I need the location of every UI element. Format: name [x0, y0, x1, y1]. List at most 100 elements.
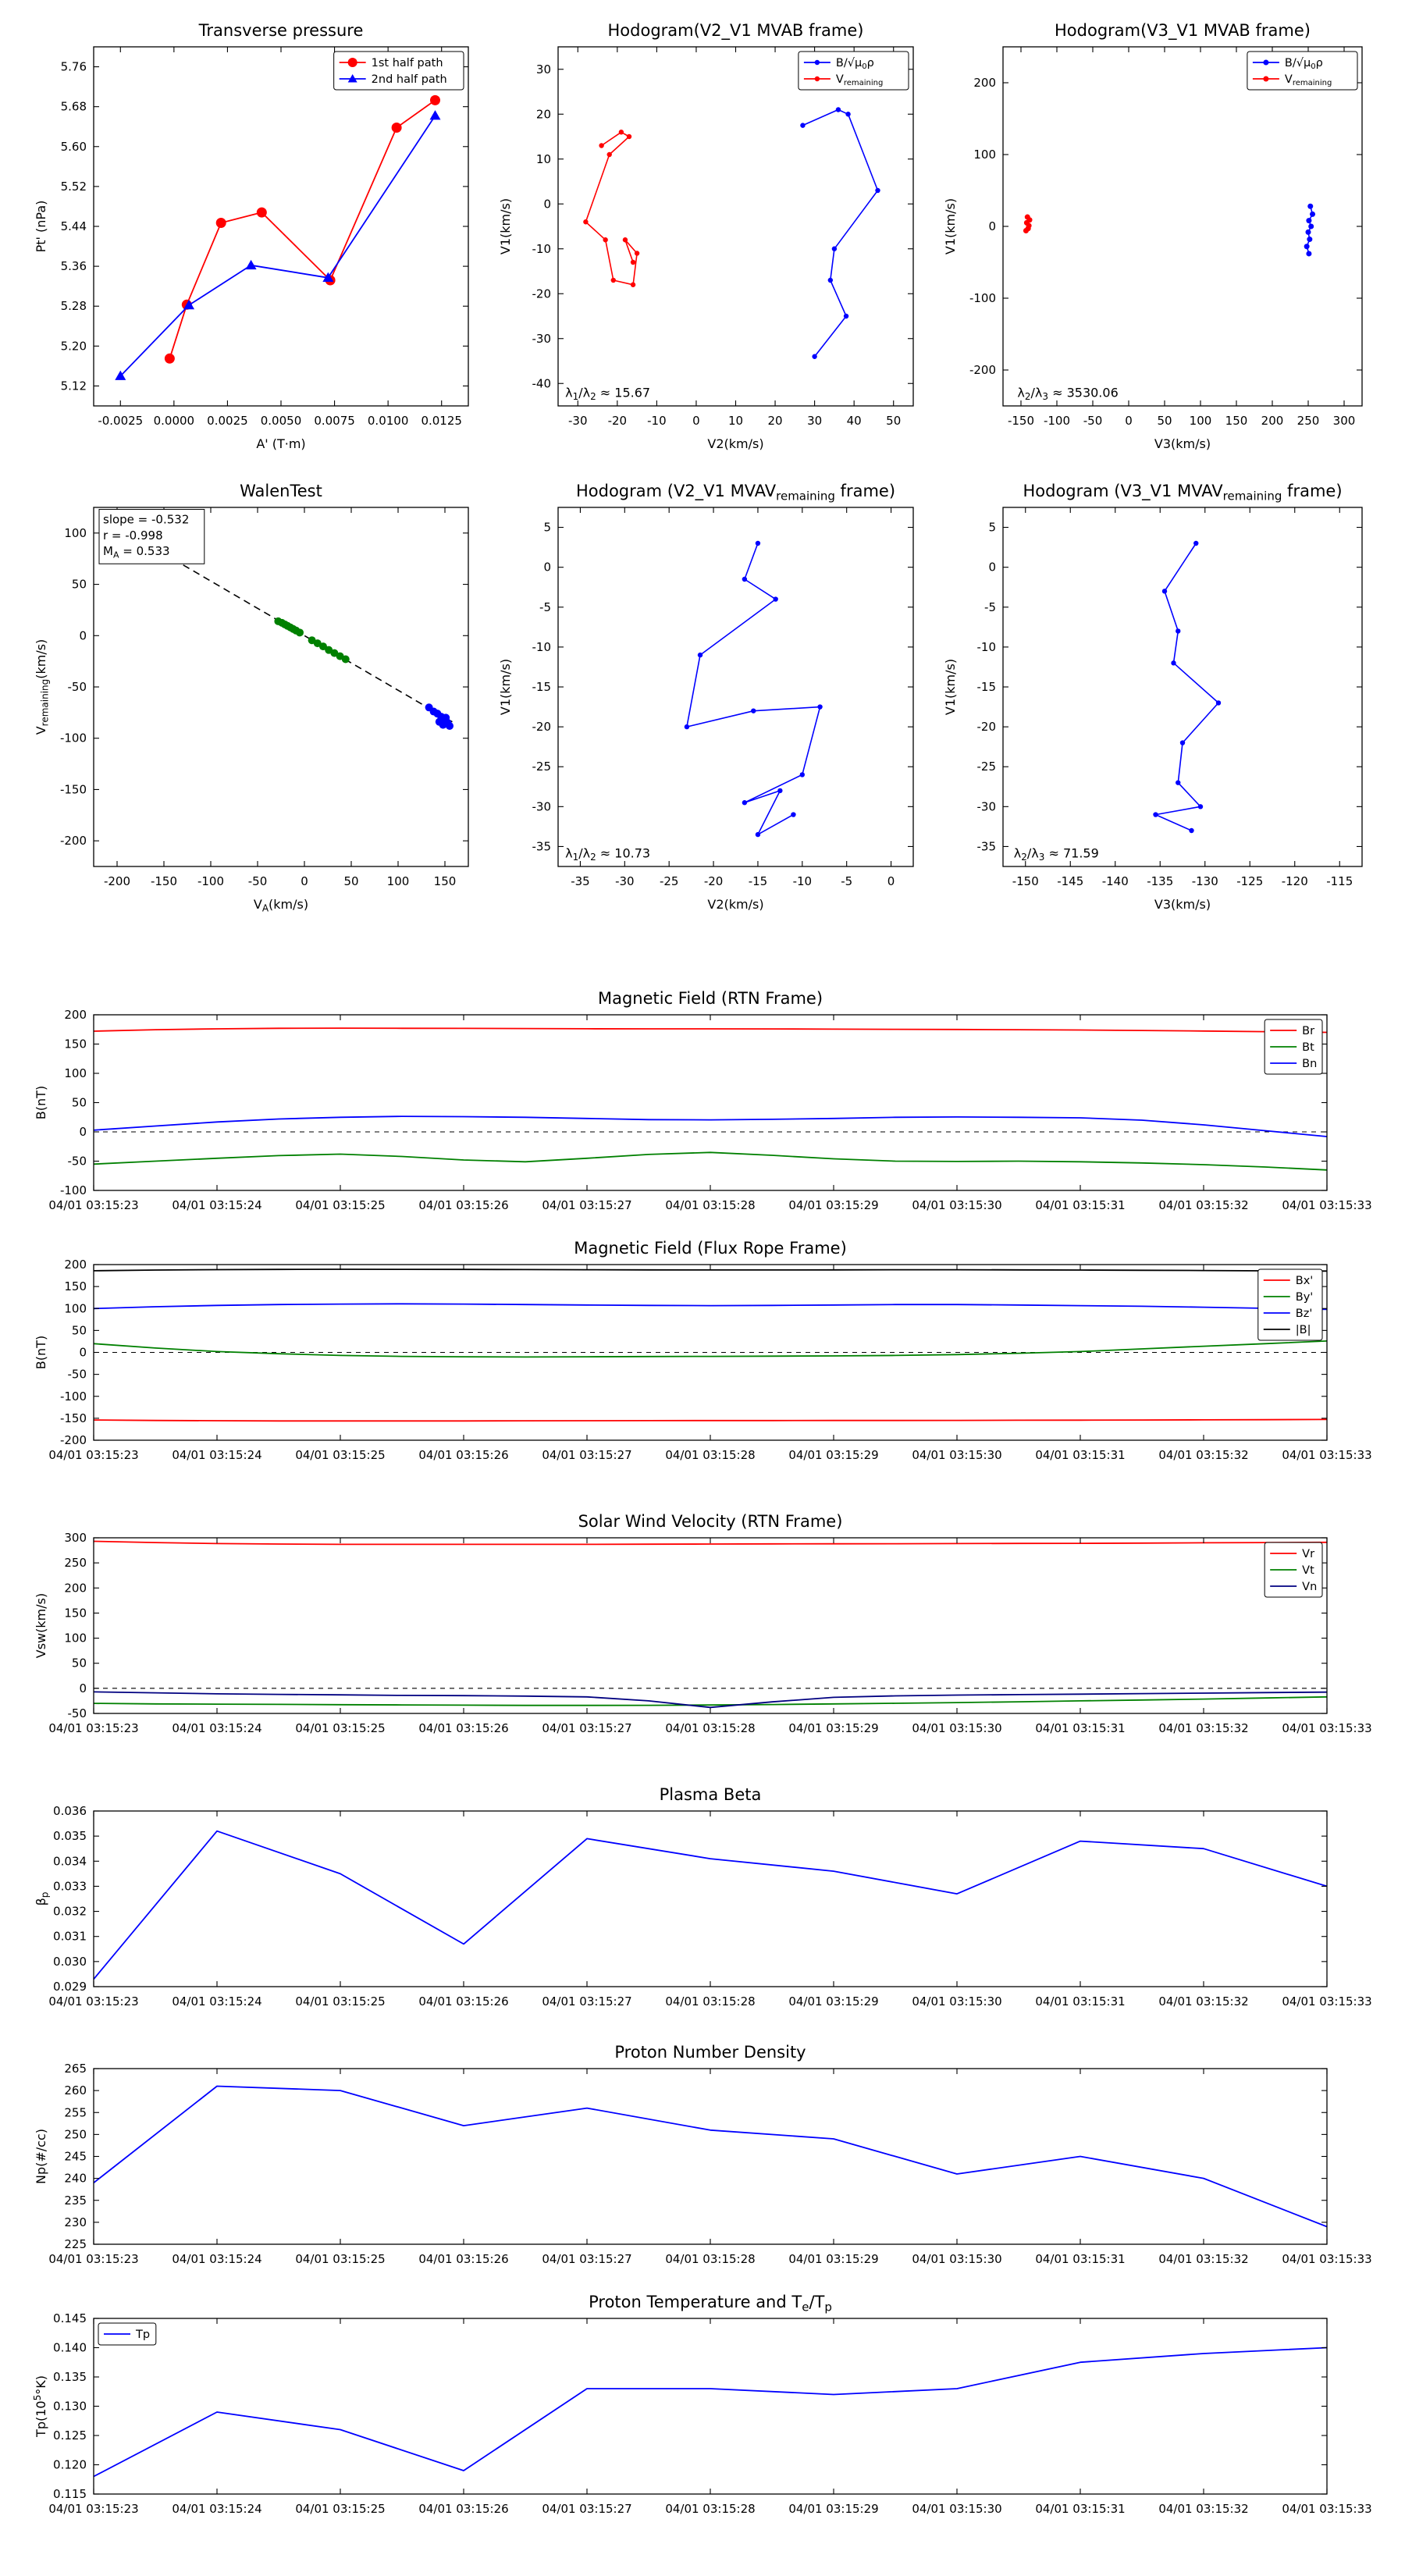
- svg-text:V1(km/s): V1(km/s): [500, 659, 513, 715]
- svg-text:04/01 03:15:30: 04/01 03:15:30: [912, 2502, 1001, 2516]
- svg-text:Tp: Tp: [135, 2329, 150, 2341]
- svg-text:-100: -100: [60, 1183, 87, 1197]
- svg-text:0.0075: 0.0075: [314, 414, 355, 428]
- svg-text:V2(km/s): V2(km/s): [707, 436, 763, 451]
- svg-text:04/01 03:15:27: 04/01 03:15:27: [542, 2252, 631, 2266]
- svg-text:04/01 03:15:23: 04/01 03:15:23: [48, 1198, 138, 1212]
- svg-text:0.031: 0.031: [53, 1930, 87, 1944]
- svg-text:04/01 03:15:31: 04/01 03:15:31: [1035, 1721, 1125, 1735]
- svg-text:-15: -15: [532, 680, 552, 694]
- svg-text:Magnetic Field (Flux Rope Fram: Magnetic Field (Flux Rope Frame): [574, 1239, 847, 1258]
- svg-text:-125: -125: [1236, 874, 1263, 888]
- svg-text:04/01 03:15:30: 04/01 03:15:30: [912, 1448, 1001, 1462]
- svg-text:04/01 03:15:23: 04/01 03:15:23: [48, 2252, 138, 2266]
- svg-text:Hodogram(V3_V1 MVAB frame): Hodogram(V3_V1 MVAB frame): [1055, 21, 1311, 41]
- svg-text:Plasma Beta: Plasma Beta: [660, 1785, 762, 1804]
- svg-text:Vremaining​: Vremaining​: [1285, 73, 1332, 87]
- chart-magnetic-field-rtn: 04/01 03:15:23 04/01 03:15:24 04/01 03:15:…: [20, 980, 1389, 1214]
- svg-text:04/01 03:15:24: 04/01 03:15:24: [172, 1198, 261, 1212]
- svg-text:04/01 03:15:24: 04/01 03:15:24: [172, 1448, 261, 1462]
- svg-text:0: 0: [887, 874, 895, 888]
- svg-text:04/01 03:15:31: 04/01 03:15:31: [1035, 1994, 1125, 2008]
- svg-text:0.0025: 0.0025: [207, 414, 248, 428]
- svg-text:Vremaining​: Vremaining​: [836, 73, 883, 87]
- svg-text:-20: -20: [532, 720, 552, 734]
- svg-text:-5: -5: [984, 600, 996, 614]
- svg-text:200: 200: [64, 1581, 87, 1595]
- svg-text:Proton Temperature and Te/Tp​: Proton Temperature and Te/Tp​: [589, 2293, 832, 2314]
- svg-text:20: 20: [768, 414, 783, 428]
- svg-text:04/01 03:15:25: 04/01 03:15:25: [295, 1721, 385, 1735]
- svg-text:04/01 03:15:25: 04/01 03:15:25: [295, 1994, 385, 2008]
- svg-text:30: 30: [536, 62, 551, 76]
- svg-text:V3(km/s): V3(km/s): [1154, 436, 1211, 451]
- svg-text:50: 50: [72, 1323, 87, 1337]
- svg-text:Bx': Bx': [1296, 1275, 1314, 1287]
- svg-text:λ1/λ2 ≈ 15.67: λ1/λ2 ≈ 15.67: [565, 386, 650, 403]
- svg-text:5.60: 5.60: [61, 140, 87, 154]
- svg-text:5: 5: [543, 521, 551, 535]
- svg-text:Bz': Bz': [1296, 1308, 1313, 1320]
- svg-text:-35: -35: [532, 839, 552, 853]
- svg-text:0: 0: [988, 560, 996, 575]
- svg-text:Pt' (nPa): Pt' (nPa): [34, 201, 48, 253]
- svg-text:0.029: 0.029: [53, 1980, 87, 1994]
- svg-text:V2(km/s): V2(km/s): [707, 897, 763, 912]
- chart-proton-number-density: 04/01 03:15:23 04/01 03:15:24 04/01 03:15:…: [20, 2033, 1389, 2268]
- svg-text:04/01 03:15:30: 04/01 03:15:30: [912, 1198, 1001, 1212]
- svg-text:0.0050: 0.0050: [261, 414, 302, 428]
- svg-text:255: 255: [64, 2105, 87, 2119]
- svg-text:5: 5: [988, 521, 996, 535]
- svg-text:MA = 0.533: MA = 0.533: [103, 544, 170, 560]
- svg-text:-10: -10: [532, 242, 552, 256]
- svg-text:5.68: 5.68: [61, 100, 87, 114]
- svg-text:300: 300: [1333, 414, 1356, 428]
- svg-text:Solar Wind Velocity (RTN Frame: Solar Wind Velocity (RTN Frame): [578, 1512, 843, 1531]
- svg-text:-115: -115: [1326, 874, 1353, 888]
- svg-text:-100: -100: [60, 1389, 87, 1404]
- svg-text:0: 0: [988, 219, 996, 233]
- svg-text:A' (T·m): A' (T·m): [256, 436, 305, 451]
- svg-text:100: 100: [64, 526, 87, 540]
- svg-text:-30: -30: [977, 799, 997, 813]
- svg-text:04/01 03:15:26: 04/01 03:15:26: [418, 2252, 508, 2266]
- svg-text:-200: -200: [104, 874, 130, 888]
- svg-text:04/01 03:15:29: 04/01 03:15:29: [788, 1721, 878, 1735]
- svg-text:04/01 03:15:24: 04/01 03:15:24: [172, 2502, 261, 2516]
- svg-text:04/01 03:15:25: 04/01 03:15:25: [295, 1448, 385, 1462]
- svg-text:-25: -25: [660, 874, 679, 888]
- chart-hodogram-v2v1-mvab: -30 -20 -10 0 10 20 30 40 50 -40 -30 -20 -10 0 10 20 30 H…: [500, 16, 937, 461]
- svg-text:0: 0: [543, 197, 551, 211]
- svg-text:Tp(105°K): Tp(105°K): [32, 2375, 48, 2438]
- svg-text:240: 240: [64, 2172, 87, 2186]
- svg-text:-10: -10: [532, 640, 552, 654]
- svg-text:B/√μ0ρ: B/√μ0ρ: [836, 57, 874, 71]
- svg-text:04/01 03:15:33: 04/01 03:15:33: [1282, 1721, 1371, 1735]
- svg-text:-200: -200: [60, 834, 87, 848]
- svg-text:-30: -30: [532, 332, 552, 346]
- svg-text:04/01 03:15:28: 04/01 03:15:28: [665, 1448, 755, 1462]
- svg-text:04/01 03:15:29: 04/01 03:15:29: [788, 2252, 878, 2266]
- svg-text:04/01 03:15:27: 04/01 03:15:27: [542, 1721, 631, 1735]
- svg-text:0.0000: 0.0000: [154, 414, 195, 428]
- svg-text:50: 50: [72, 1656, 87, 1670]
- svg-text:-150: -150: [151, 874, 177, 888]
- svg-text:-15: -15: [977, 680, 997, 694]
- svg-text:0.035: 0.035: [53, 1829, 87, 1843]
- svg-text:-20: -20: [977, 720, 997, 734]
- svg-text:04/01 03:15:29: 04/01 03:15:29: [788, 1994, 878, 2008]
- svg-text:04/01 03:15:25: 04/01 03:15:25: [295, 2252, 385, 2266]
- svg-text:-130: -130: [1192, 874, 1218, 888]
- svg-text:04/01 03:15:28: 04/01 03:15:28: [665, 1994, 755, 2008]
- svg-text:Hodogram(V2_V1 MVAB frame): Hodogram(V2_V1 MVAB frame): [608, 21, 864, 41]
- svg-text:100: 100: [64, 1066, 87, 1080]
- svg-text:04/01 03:15:26: 04/01 03:15:26: [418, 1994, 508, 2008]
- svg-text:04/01 03:15:30: 04/01 03:15:30: [912, 2252, 1001, 2266]
- svg-text:-10: -10: [793, 874, 813, 888]
- svg-text:04/01 03:15:30: 04/01 03:15:30: [912, 1721, 1001, 1735]
- svg-text:20: 20: [536, 107, 551, 121]
- svg-text:Vn: Vn: [1302, 1581, 1317, 1593]
- svg-text:-30: -30: [568, 414, 588, 428]
- svg-text:-140: -140: [1102, 874, 1129, 888]
